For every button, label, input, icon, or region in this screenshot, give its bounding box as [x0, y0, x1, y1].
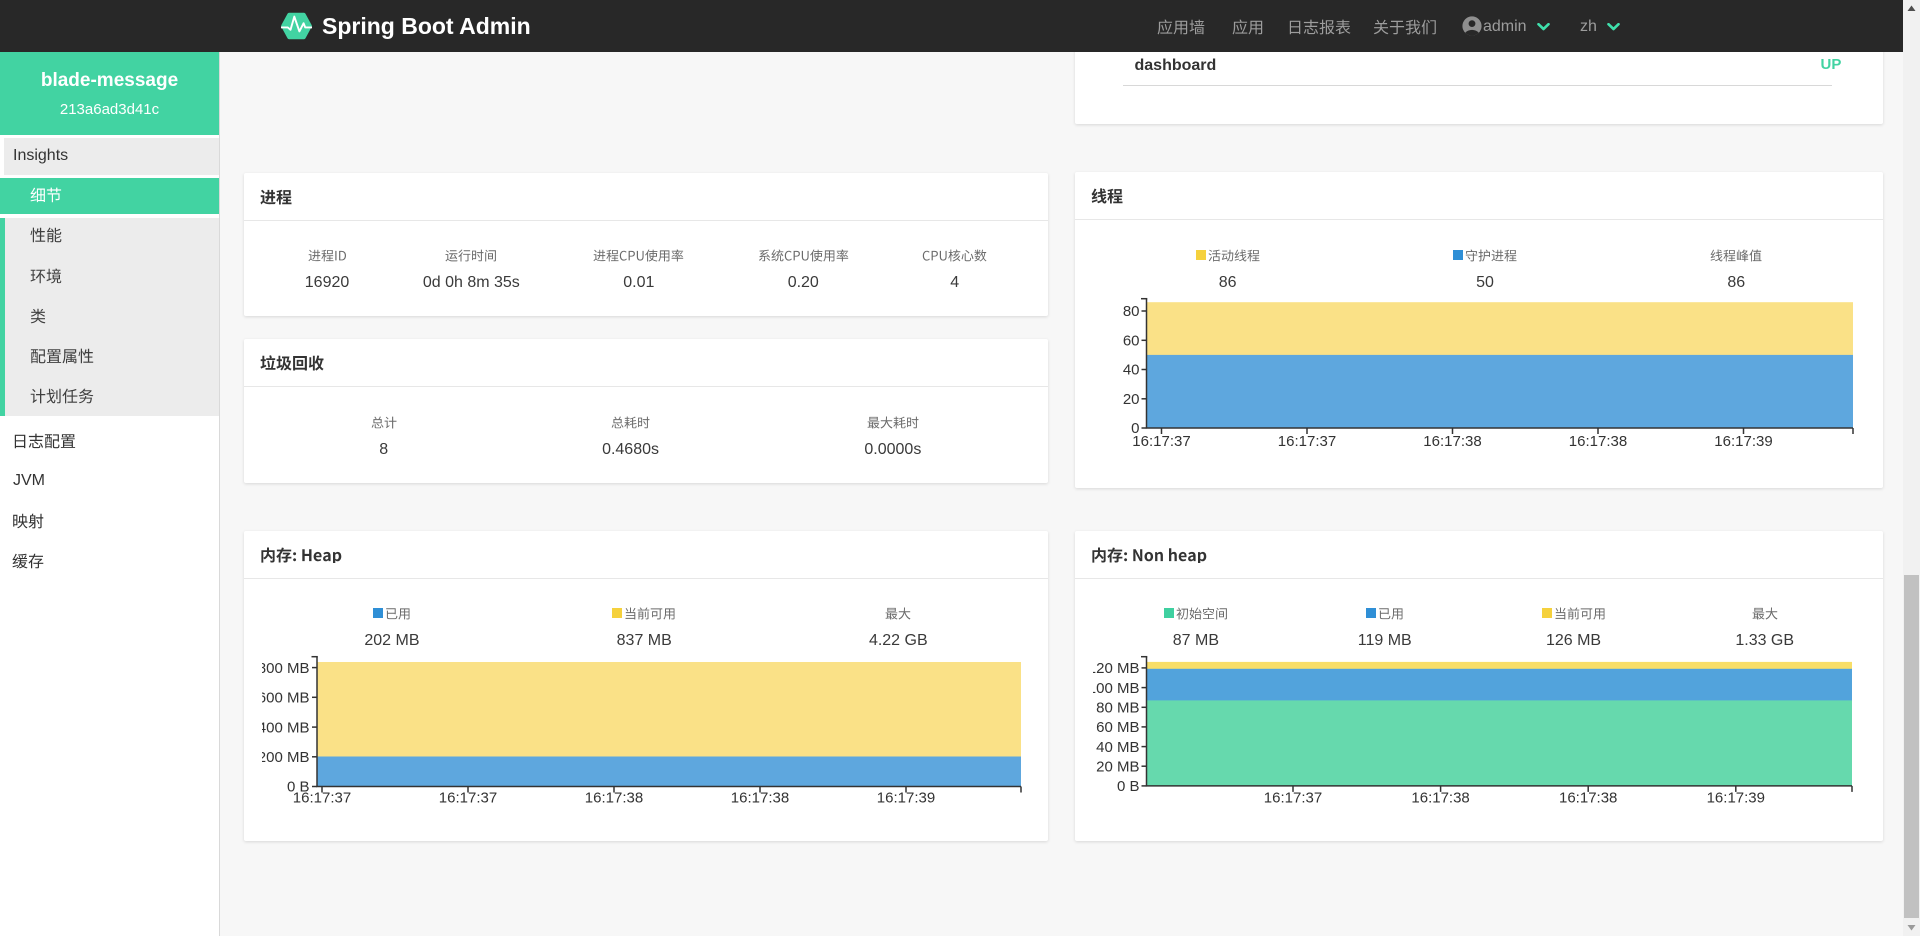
- svg-text:20 MB: 20 MB: [1096, 758, 1139, 775]
- svg-text:16:17:38: 16:17:38: [1569, 433, 1627, 450]
- svg-text:16:17:37: 16:17:37: [1132, 433, 1190, 450]
- svg-text:16:17:37: 16:17:37: [293, 790, 351, 807]
- svg-text:16:17:39: 16:17:39: [877, 790, 935, 807]
- svg-text:60 MB: 60 MB: [1096, 719, 1139, 736]
- svg-text:120 MB: 120 MB: [1093, 660, 1140, 677]
- svg-text:16:17:38: 16:17:38: [1423, 433, 1481, 450]
- svg-text:0 B: 0 B: [287, 779, 310, 796]
- svg-text:200 MB: 200 MB: [262, 749, 310, 766]
- svg-text:0: 0: [1131, 420, 1139, 437]
- svg-text:16:17:37: 16:17:37: [1264, 790, 1322, 807]
- svg-text:16:17:37: 16:17:37: [439, 790, 497, 807]
- svg-text:800 MB: 800 MB: [262, 660, 310, 677]
- svg-text:0 B: 0 B: [1117, 778, 1140, 795]
- svg-text:40 MB: 40 MB: [1096, 739, 1139, 756]
- svg-text:20: 20: [1123, 391, 1140, 408]
- svg-text:16:17:38: 16:17:38: [731, 790, 789, 807]
- svg-text:100 MB: 100 MB: [1093, 680, 1140, 697]
- svg-text:16:17:39: 16:17:39: [1714, 433, 1772, 450]
- svg-text:80: 80: [1123, 303, 1140, 320]
- svg-text:40: 40: [1123, 362, 1140, 379]
- svg-text:16:17:39: 16:17:39: [1707, 790, 1765, 807]
- svg-text:60: 60: [1123, 333, 1140, 350]
- svg-text:16:17:37: 16:17:37: [1278, 433, 1336, 450]
- svg-text:80 MB: 80 MB: [1096, 700, 1139, 717]
- svg-text:16:17:38: 16:17:38: [1559, 790, 1617, 807]
- svg-text:600 MB: 600 MB: [262, 690, 310, 707]
- svg-text:16:17:38: 16:17:38: [585, 790, 643, 807]
- svg-text:400 MB: 400 MB: [262, 719, 310, 736]
- svg-text:16:17:38: 16:17:38: [1411, 790, 1469, 807]
